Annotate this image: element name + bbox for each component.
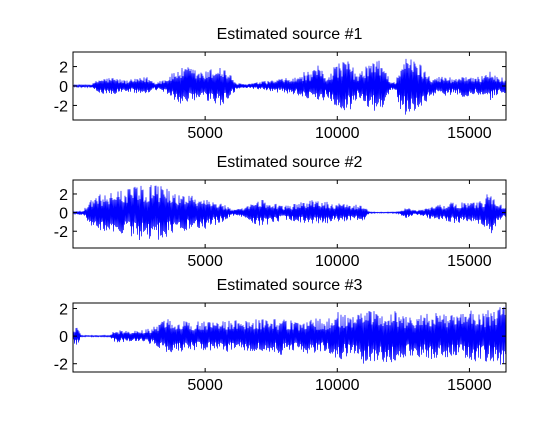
subplot-1-xtick-label: 10000 xyxy=(315,125,360,142)
subplot-3-xtick-label: 15000 xyxy=(447,377,492,394)
subplot-2: Estimated source #2 5000 10000 15000 2 0-2 xyxy=(54,154,507,270)
subplot-2-ytick-label: 0 xyxy=(59,206,68,223)
subplot-3-xtick-label: 10000 xyxy=(315,377,360,394)
subplot-1-title: Estimated source #1 xyxy=(217,26,363,43)
subplot-1-xtick-label: 5000 xyxy=(187,125,223,142)
subplot-2-waveform xyxy=(73,185,506,241)
subplot-1-ytick-label: 2 xyxy=(59,60,68,77)
subplot-1-ytick-label: 0 xyxy=(59,79,68,96)
subplot-2-xtick-label: 15000 xyxy=(447,253,492,270)
subplot-2-xtick-label: 10000 xyxy=(315,253,360,270)
subplot-1-ytick-label: -2 xyxy=(54,98,68,115)
subplot-3-ytick-label: 2 xyxy=(59,302,68,319)
subplot-1-waveform xyxy=(73,58,506,115)
subplot-1-xtick-label: 15000 xyxy=(447,125,492,142)
subplot-2-xtick-label: 5000 xyxy=(187,253,223,270)
subplot-3-ytick-label: 0 xyxy=(59,329,68,346)
subplot-3-axes-frame xyxy=(72,302,507,373)
subplot-1: Estimated source #1 5000 10000 15000 2 0 -2 xyxy=(54,26,507,142)
subplot-3: Estimated source #3 5000 10000 15000 2 0 -2 xyxy=(54,277,507,394)
subplot-2-axes-frame xyxy=(72,179,507,249)
subplot-3-title: Estimated source #3 xyxy=(217,277,363,294)
subplot-3-xtick-label: 5000 xyxy=(187,377,223,394)
subplot-2-ytick-label: -2 xyxy=(54,224,68,241)
subplot-3-waveform xyxy=(73,306,506,365)
subplot-2-ytick-label: 2 xyxy=(59,187,68,204)
subplot-3-ytick-label: -2 xyxy=(54,357,68,374)
subplot-2-title: Estimated source #2 xyxy=(217,154,363,171)
